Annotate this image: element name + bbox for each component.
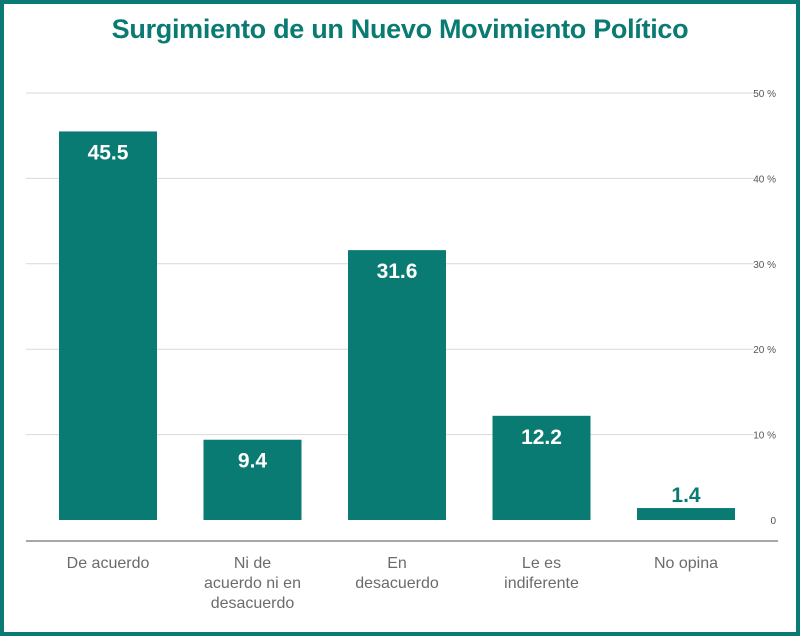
x-category-label: desacuerdo: [211, 595, 295, 612]
y-tick-label: 20 %: [753, 345, 776, 356]
x-category-label: Ni de: [234, 555, 271, 572]
x-category-label: No opina: [654, 555, 718, 572]
x-category-label: De acuerdo: [67, 555, 150, 572]
y-tick-label: 0: [770, 516, 776, 527]
x-category-label: indiferente: [504, 575, 579, 592]
bar-value-label: 1.4: [671, 484, 701, 507]
bar: [59, 131, 157, 520]
bar-value-label: 31.6: [377, 260, 418, 283]
x-category-label: desacuerdo: [355, 575, 439, 592]
bar-value-label: 12.2: [521, 426, 562, 449]
bar: [492, 415, 591, 520]
y-tick-label: 10 %: [753, 431, 776, 442]
bar: [348, 250, 446, 521]
y-tick-label: 40 %: [753, 174, 776, 185]
x-category-label: acuerdo ni en: [204, 575, 301, 592]
labels: 0 10 % 20 % 30 % 40 % 50 % 45.5 De acuerdo 9.4 Ni…: [67, 89, 777, 612]
bars: [59, 131, 735, 521]
bar-value-label: 45.5: [88, 141, 129, 164]
bar: [637, 508, 735, 520]
chart-title: Surgimiento de un Nuevo Movimiento Polít…: [111, 14, 689, 44]
bar-value-label: 9.4: [238, 450, 268, 473]
y-tick-label: 30 %: [753, 260, 776, 271]
x-category-label: En: [387, 555, 407, 572]
x-category-label: Le es: [522, 555, 561, 572]
y-tick-label: 50 %: [753, 89, 776, 100]
bar: [203, 439, 302, 520]
